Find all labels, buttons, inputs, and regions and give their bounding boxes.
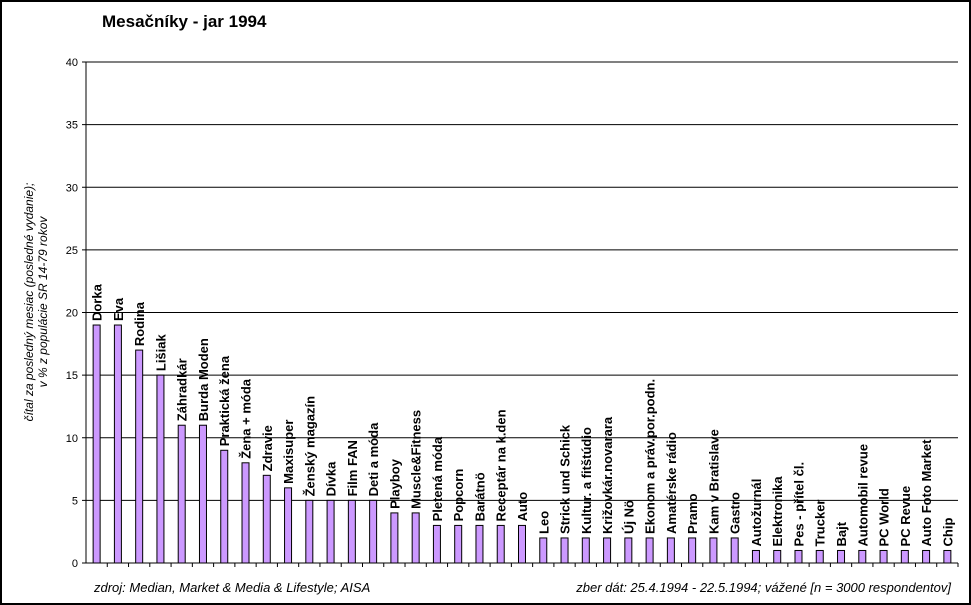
bar-label: Pramo xyxy=(685,493,700,534)
bar xyxy=(305,499,314,564)
chart-title: Mesačníky - jar 1994 xyxy=(102,12,267,31)
bar-label: Auto Foto Market xyxy=(919,439,934,547)
bar-label: Maxisuper xyxy=(281,420,296,484)
bar xyxy=(198,424,207,564)
bar xyxy=(518,524,526,564)
bar-label: PC Revue xyxy=(898,486,913,547)
bar-label: PC World xyxy=(877,488,892,546)
bar xyxy=(709,537,718,564)
bar xyxy=(284,487,293,564)
bar-label: Kam v Bratislave xyxy=(706,429,721,534)
y-tick-label: 5 xyxy=(72,495,78,507)
bar xyxy=(645,537,654,564)
y-tick-label: 40 xyxy=(66,57,78,69)
bar xyxy=(411,512,420,564)
bar xyxy=(475,524,484,564)
bar xyxy=(815,549,824,564)
source-note: zdroj: Median, Market & Media & Lifestyl… xyxy=(94,580,371,595)
bar xyxy=(624,537,633,564)
bar-label: Lišiak xyxy=(153,334,168,372)
bar-label: Ženský magazín xyxy=(302,396,317,496)
y-tick-label: 30 xyxy=(66,182,78,194)
bar xyxy=(92,324,101,564)
bar-label: Új Nö xyxy=(621,500,636,534)
bar xyxy=(539,537,548,564)
bar-label: Autožurnál xyxy=(749,479,764,547)
bar xyxy=(326,499,335,564)
bar-label: Popcorn xyxy=(451,469,466,522)
bar xyxy=(156,374,165,564)
bar xyxy=(454,524,463,564)
y-tick-label: 20 xyxy=(66,308,78,320)
bar-label: Ekonom a práv.por.podn. xyxy=(643,379,658,534)
bar xyxy=(432,524,441,564)
bar xyxy=(581,537,590,564)
bar-label: Strick und Schick xyxy=(558,424,573,534)
bar xyxy=(560,537,569,564)
y-tick-label: 15 xyxy=(66,370,78,382)
bar xyxy=(496,524,505,564)
y-tick-label: 25 xyxy=(66,245,78,257)
bar-label: Automobil revue xyxy=(855,444,870,547)
bar-label: Playboy xyxy=(387,458,402,509)
bar-label: Bajt xyxy=(834,521,849,546)
bar xyxy=(900,549,909,564)
bar-label: Muscle&Fitness xyxy=(409,410,424,509)
bar xyxy=(943,549,952,564)
collection-note: zber dát: 25.4.1994 - 22.5.1994; vážené … xyxy=(576,580,951,595)
bar xyxy=(751,549,760,564)
bar xyxy=(177,424,186,564)
bar-label: Záhradkár xyxy=(175,358,190,421)
y-tick-label: 35 xyxy=(66,120,78,132)
bar-label: Pletená móda xyxy=(430,436,445,521)
bar-label: Pes - přítel čl. xyxy=(791,462,806,547)
bar-label: Leo xyxy=(536,511,551,534)
bar-label: Elektronika xyxy=(770,476,785,547)
bar xyxy=(688,537,697,564)
bar-label: Praktická žena xyxy=(217,355,232,446)
bar-label: Rodina xyxy=(132,301,147,346)
bar xyxy=(135,349,144,564)
bar-label: Zdravie xyxy=(260,425,275,471)
bar-label: Žena + móda xyxy=(239,378,254,459)
bar xyxy=(262,474,271,564)
bar-label: Dívka xyxy=(324,461,339,496)
bar xyxy=(837,549,846,564)
bar-label: Gastro xyxy=(728,492,743,534)
bar xyxy=(369,499,378,564)
bar xyxy=(773,549,782,564)
bar-label: Kultur. a fitštúdio xyxy=(579,427,594,534)
bar-label: Trucker xyxy=(813,499,828,546)
bar-label: Burda Moden xyxy=(196,338,211,421)
bar xyxy=(241,462,250,564)
bar-label: Auto xyxy=(515,492,530,522)
bar-label: Barátnö xyxy=(472,472,487,521)
bar xyxy=(858,549,867,564)
bar xyxy=(113,324,122,564)
bar-label: Križovkár.novarara xyxy=(600,416,615,534)
bar xyxy=(347,499,356,564)
bar xyxy=(794,549,803,564)
bar-label: Chip xyxy=(940,518,955,547)
bar-label: Deti a móda xyxy=(366,422,381,496)
y-tick-label: 0 xyxy=(72,558,78,570)
bar xyxy=(666,537,675,564)
bar-label: Amatérske rádio xyxy=(664,432,679,534)
bar xyxy=(879,549,888,564)
bar xyxy=(220,449,229,564)
bar xyxy=(730,537,739,564)
bar-label: Eva xyxy=(111,297,126,321)
bar-label: Film FAN xyxy=(345,440,360,496)
y-tick-label: 10 xyxy=(66,433,78,445)
bar xyxy=(603,537,612,564)
bar xyxy=(922,549,931,564)
bar xyxy=(390,512,399,564)
bar-label: Dorka xyxy=(90,283,105,321)
bar-label: Receptár na k.den xyxy=(494,409,509,521)
